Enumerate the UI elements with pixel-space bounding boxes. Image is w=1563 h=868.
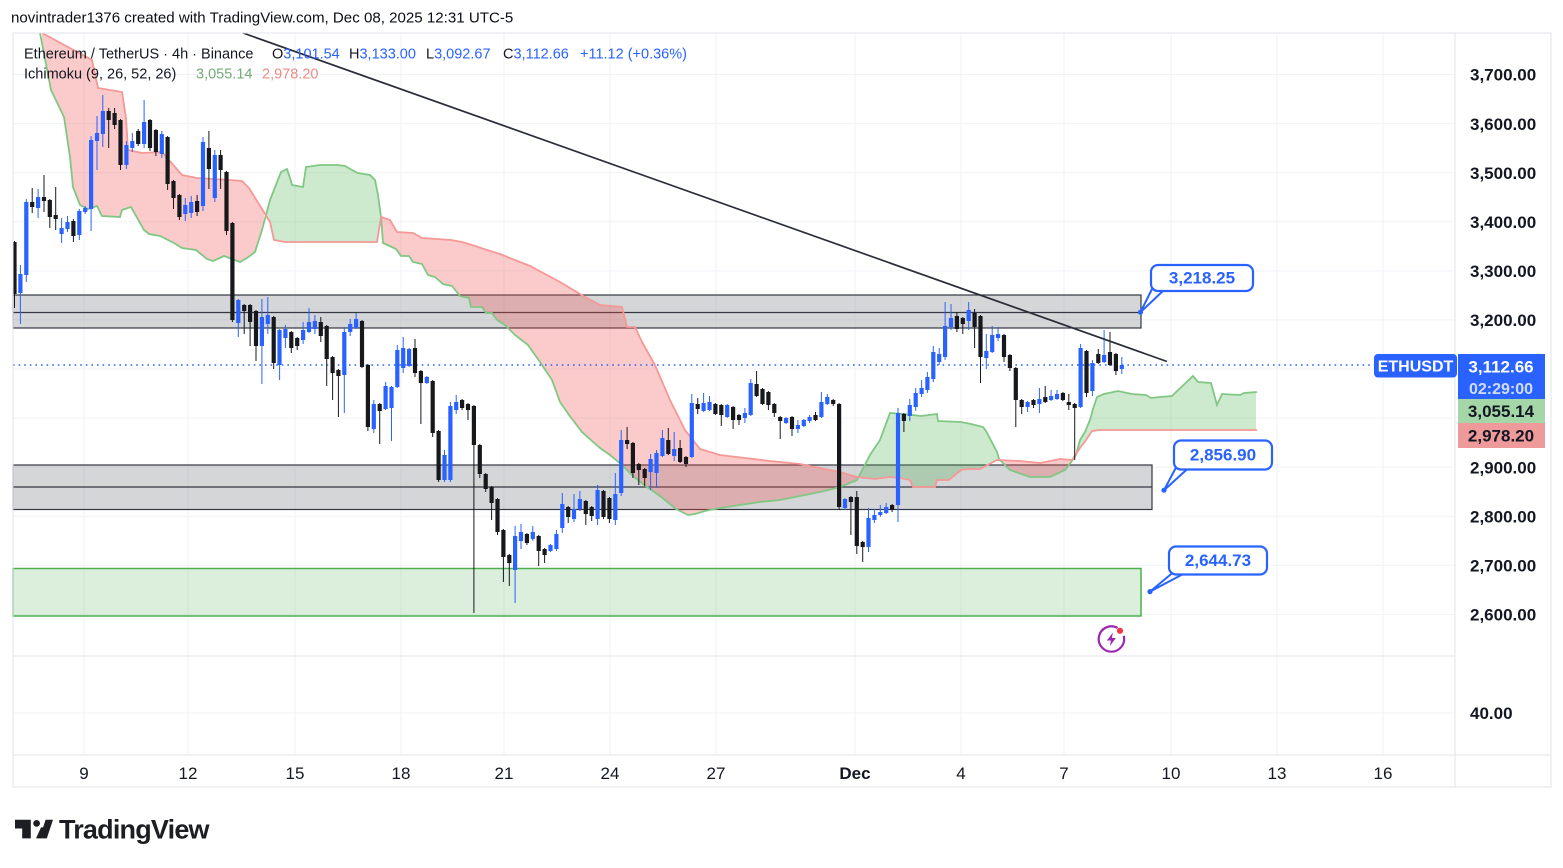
- svg-text:4: 4: [956, 764, 965, 783]
- svg-text:Ichimoku (9, 26, 52, 26): Ichimoku (9, 26, 52, 26): [24, 67, 176, 83]
- svg-text:27: 27: [707, 764, 726, 783]
- svg-text:12: 12: [179, 764, 198, 783]
- svg-text:O3,101.54: O3,101.54: [272, 47, 340, 63]
- svg-text:2,856.90: 2,856.90: [1190, 446, 1256, 465]
- svg-text:16: 16: [1374, 764, 1393, 783]
- svg-text:21: 21: [495, 764, 514, 783]
- svg-text:2,700.00: 2,700.00: [1470, 557, 1536, 576]
- svg-text:L3,092.67: L3,092.67: [426, 47, 491, 63]
- svg-text:2,978.20: 2,978.20: [1468, 427, 1534, 446]
- svg-text:7: 7: [1059, 764, 1068, 783]
- svg-text:2,978.20: 2,978.20: [262, 67, 318, 83]
- svg-text:ETHUSDT: ETHUSDT: [1378, 359, 1454, 376]
- svg-text:9: 9: [79, 764, 88, 783]
- svg-text:3,055.14: 3,055.14: [196, 67, 252, 83]
- svg-text:3,200.00: 3,200.00: [1470, 311, 1536, 330]
- svg-text:3,600.00: 3,600.00: [1470, 115, 1536, 134]
- svg-text:24: 24: [601, 764, 620, 783]
- svg-text:3,700.00: 3,700.00: [1470, 66, 1536, 85]
- svg-text:+11.12 (+0.36%): +11.12 (+0.36%): [580, 47, 687, 63]
- svg-text:3,300.00: 3,300.00: [1470, 262, 1536, 281]
- svg-text:TradingView: TradingView: [59, 815, 211, 845]
- svg-text:3,500.00: 3,500.00: [1470, 164, 1536, 183]
- svg-text:3,112.66: 3,112.66: [1468, 358, 1533, 377]
- svg-text:40.00: 40.00: [1470, 704, 1513, 723]
- svg-text:3,055.14: 3,055.14: [1468, 402, 1535, 421]
- svg-text:2,900.00: 2,900.00: [1470, 458, 1536, 477]
- svg-text:H3,133.00: H3,133.00: [349, 47, 416, 63]
- svg-text:2,800.00: 2,800.00: [1470, 507, 1536, 526]
- svg-text:Ethereum / TetherUS · 4h · Bin: Ethereum / TetherUS · 4h · Binance: [24, 47, 253, 63]
- svg-text:2,644.73: 2,644.73: [1185, 551, 1251, 570]
- svg-text:18: 18: [392, 764, 411, 783]
- svg-text:02:29:00: 02:29:00: [1469, 381, 1533, 398]
- svg-text:C3,112.66: C3,112.66: [503, 47, 569, 63]
- svg-text:novintrader1376 created with T: novintrader1376 created with TradingView…: [11, 10, 513, 27]
- svg-text:10: 10: [1162, 764, 1181, 783]
- svg-text:13: 13: [1268, 764, 1287, 783]
- svg-text:3,400.00: 3,400.00: [1470, 213, 1536, 232]
- svg-text:2,600.00: 2,600.00: [1470, 606, 1536, 625]
- svg-text:Dec: Dec: [839, 764, 870, 783]
- svg-text:3,218.25: 3,218.25: [1169, 269, 1235, 288]
- svg-text:15: 15: [286, 764, 305, 783]
